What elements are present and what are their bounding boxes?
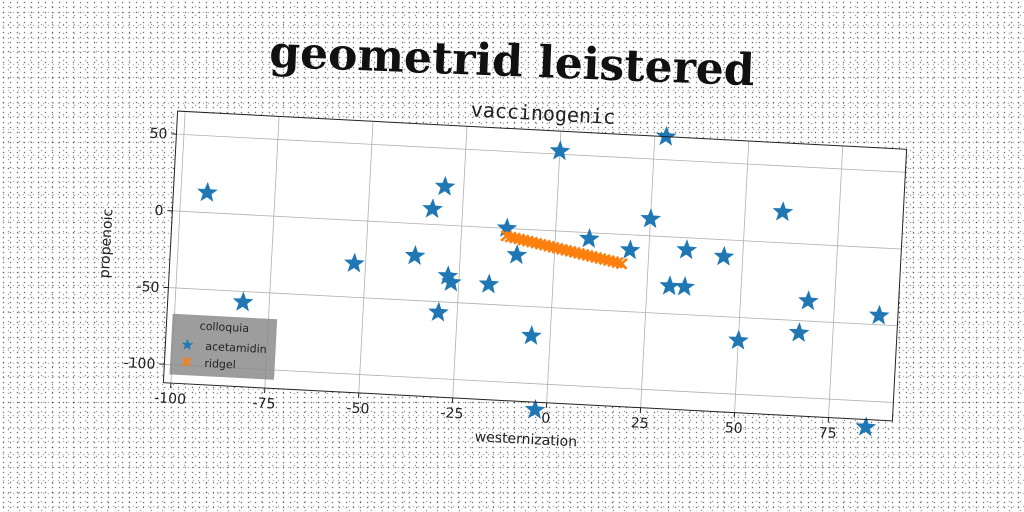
data-point-star (579, 227, 600, 248)
x-tick-label: 75 (818, 425, 837, 442)
x-gridline (640, 136, 656, 408)
x-tick-label: 0 (541, 411, 551, 427)
x-tick-label: -25 (440, 405, 464, 422)
data-point-star (798, 290, 819, 311)
data-point-star (855, 416, 877, 437)
x-gridline (358, 121, 374, 393)
data-point-star (478, 273, 500, 294)
data-point-star (521, 324, 542, 345)
data-point-star (713, 245, 735, 266)
data-point-star (772, 201, 794, 222)
data-point-star (788, 322, 810, 343)
y-tick-label: 0 (154, 203, 164, 219)
data-point-star (197, 181, 218, 202)
data-point-star (434, 175, 456, 196)
data-point-star (640, 208, 661, 229)
x-tick-label: 25 (630, 415, 649, 432)
chart-svg: -100 -75 -50 -25 0 25 50 75 -100 -50 0 50 vaccinogen… (97, 97, 908, 450)
axes-frame (162, 110, 908, 422)
data-point-star (524, 399, 546, 419)
data-point-star (676, 239, 698, 260)
data-point-star (728, 329, 749, 350)
legend-marker-star (181, 338, 194, 350)
figure-suptitle: geometrid leistered (268, 26, 756, 97)
x-gridline (452, 126, 468, 398)
data-point-star (655, 125, 677, 146)
x-gridline (734, 140, 750, 413)
scatter-chart: -100 -75 -50 -25 0 25 50 75 -100 -50 0 50 vaccinogen… (97, 97, 908, 450)
y-tick-label: -100 (123, 355, 156, 373)
legend-label: ridgel (204, 357, 236, 372)
y-gridline (164, 363, 894, 403)
x-tick-label: -75 (252, 395, 276, 412)
data-point-star (619, 239, 641, 260)
data-point-star (868, 304, 890, 325)
y-tick-label: -50 (136, 279, 160, 296)
x-gridline (828, 145, 844, 418)
plot-area (163, 111, 907, 421)
x-tick-label: -100 (154, 390, 187, 408)
chart-title: vaccinogenic (470, 97, 616, 129)
data-point-star (232, 291, 254, 312)
legend-marker-x (181, 356, 192, 367)
data-point-star (344, 252, 365, 273)
data-point-star (674, 276, 696, 297)
y-gridline (172, 210, 902, 250)
data-point-star (441, 271, 462, 292)
data-point-star (422, 198, 443, 219)
data-point-x (615, 257, 628, 270)
data-point-star (549, 140, 571, 161)
x-tick-label: -50 (346, 400, 370, 417)
x-tick-label: 50 (724, 420, 743, 437)
legend-label: acetamidin (205, 340, 267, 356)
data-point-star (506, 244, 528, 265)
x-gridline (546, 131, 562, 403)
data-point-star (404, 245, 426, 265)
x-axis-label: westernization (474, 429, 577, 450)
legend-box (169, 313, 278, 380)
y-axis-label: propenoic (97, 208, 117, 278)
y-tick-label: 50 (149, 126, 168, 143)
data-point-star (428, 301, 449, 322)
legend-title: colloquia (199, 320, 249, 336)
y-gridline (176, 133, 906, 173)
y-gridline (168, 287, 898, 327)
